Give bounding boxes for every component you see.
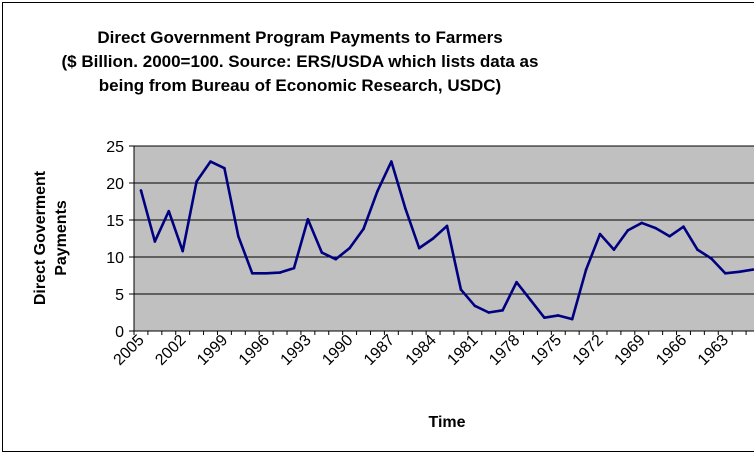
data-point bbox=[751, 268, 754, 271]
data-point bbox=[445, 224, 449, 228]
x-tick-label: 1993 bbox=[278, 332, 315, 369]
data-point bbox=[153, 240, 157, 243]
x-tick-label: 1963 bbox=[695, 332, 732, 369]
data-point bbox=[181, 249, 184, 253]
data-point bbox=[139, 189, 143, 192]
data-point bbox=[209, 160, 212, 163]
x-tick-label: 2002 bbox=[152, 332, 189, 369]
x-tick-label: 1972 bbox=[570, 332, 607, 369]
chart-title-line-1: Direct Government Program Payments to Fa… bbox=[97, 28, 503, 47]
data-point bbox=[515, 280, 518, 284]
data-point bbox=[362, 227, 365, 231]
x-tick-label: 1990 bbox=[319, 332, 356, 369]
data-point bbox=[682, 225, 685, 228]
data-point bbox=[473, 304, 477, 308]
y-tick-label: 20 bbox=[106, 176, 124, 193]
x-tick-label: 1969 bbox=[611, 332, 648, 369]
data-point bbox=[306, 217, 310, 221]
y-tick-label: 0 bbox=[115, 324, 124, 341]
x-axis-title: Time bbox=[428, 414, 465, 431]
data-point bbox=[417, 246, 421, 250]
y-axis-title-line-2: Payments bbox=[53, 200, 70, 276]
y-tick-label: 5 bbox=[115, 287, 124, 304]
x-tick-label: 1987 bbox=[361, 332, 398, 369]
data-point bbox=[237, 234, 240, 238]
data-point bbox=[570, 317, 574, 321]
plot-area bbox=[133, 145, 754, 332]
x-axis: 2005 2002 1999 1996 1993 1990 1987 1984 1981 1978… bbox=[111, 330, 754, 369]
data-point bbox=[390, 160, 393, 163]
data-point bbox=[501, 308, 504, 312]
data-point bbox=[640, 221, 644, 225]
data-point bbox=[654, 226, 657, 230]
data-point bbox=[668, 234, 671, 238]
data-point bbox=[320, 251, 324, 254]
chart-title-line-2: ($ Billion. 2000=100. Source: ERS/USDA w… bbox=[61, 52, 539, 71]
y-tick-label: 10 bbox=[106, 250, 124, 267]
data-point bbox=[292, 266, 296, 270]
y-tick-label: 15 bbox=[106, 213, 124, 230]
data-points bbox=[139, 160, 754, 321]
data-point bbox=[723, 271, 727, 275]
x-tick-label: 1999 bbox=[194, 332, 231, 369]
data-point bbox=[278, 271, 282, 274]
data-point bbox=[376, 189, 379, 193]
x-tick-label: 1984 bbox=[403, 332, 440, 369]
x-tick-label: 1981 bbox=[444, 332, 481, 369]
y-tick-label: 25 bbox=[106, 139, 124, 156]
data-point bbox=[556, 314, 560, 317]
data-point bbox=[334, 257, 338, 261]
data-point bbox=[584, 268, 588, 271]
data-point bbox=[403, 206, 407, 210]
data-point bbox=[487, 311, 491, 314]
x-tick-label: 1966 bbox=[653, 332, 690, 369]
data-point bbox=[598, 232, 602, 236]
data-point bbox=[195, 180, 198, 183]
x-tick-label: 1978 bbox=[486, 332, 523, 369]
y-axis: 0 5 10 15 20 25 bbox=[106, 139, 135, 341]
data-point bbox=[348, 246, 351, 250]
data-point bbox=[431, 237, 435, 240]
x-tick-label: 1996 bbox=[236, 332, 273, 369]
data-point bbox=[264, 271, 268, 275]
data-point bbox=[737, 270, 741, 274]
chart-title-line-3: being from Bureau of Economic Research, … bbox=[98, 76, 502, 95]
data-point bbox=[459, 288, 463, 291]
data-point bbox=[529, 298, 532, 302]
data-point bbox=[223, 166, 226, 170]
data-point bbox=[710, 257, 713, 260]
x-tick-label: 1975 bbox=[528, 332, 565, 369]
chart-title: Direct Government Program Payments to Fa… bbox=[0, 26, 600, 98]
data-point bbox=[696, 248, 699, 251]
data-point bbox=[167, 209, 171, 213]
data-point bbox=[250, 271, 254, 275]
data-point bbox=[612, 248, 616, 251]
y-axis-title-line-1: Direct Goverment bbox=[32, 170, 49, 305]
data-point bbox=[626, 229, 630, 232]
data-point bbox=[543, 316, 546, 319]
